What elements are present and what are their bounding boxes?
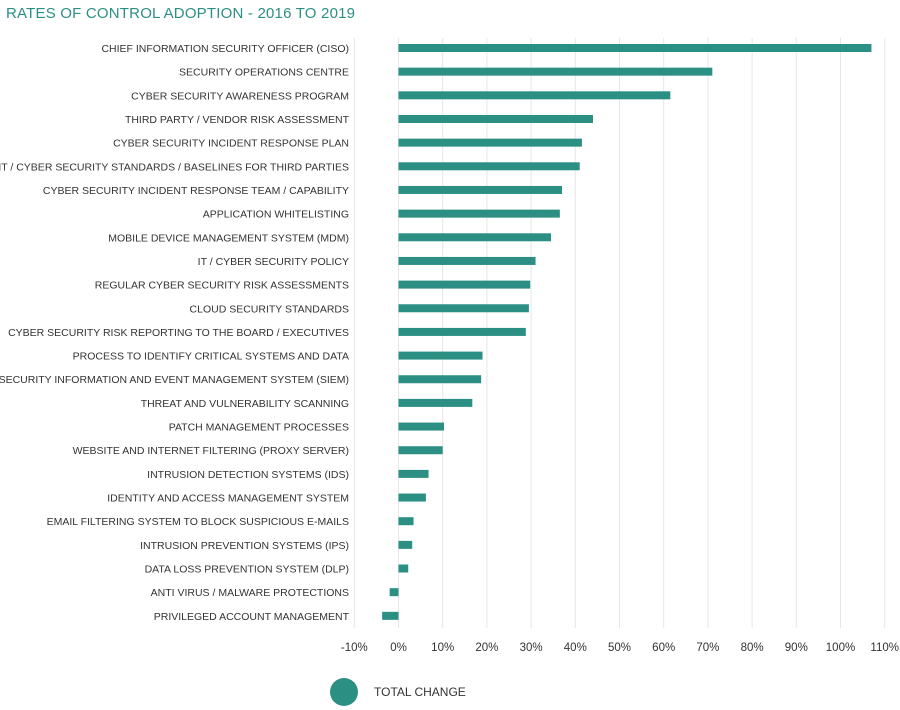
category-label: PATCH MANAGEMENT PROCESSES — [169, 422, 349, 434]
category-label: EMAIL FILTERING SYSTEM TO BLOCK SUSPICIO… — [47, 516, 349, 528]
bar — [398, 327, 526, 336]
bar — [398, 375, 482, 384]
x-tick-label: 10% — [431, 642, 454, 654]
bar — [398, 209, 560, 218]
chart-title: RATES OF CONTROL ADOPTION - 2016 TO 2019 — [6, 5, 356, 22]
bar — [398, 469, 429, 478]
x-tick-label: 70% — [696, 642, 719, 654]
bar — [398, 44, 872, 52]
x-tick-label: 0% — [390, 642, 407, 654]
category-label: CYBER SECURITY INCIDENT RESPONSE TEAM / … — [43, 185, 349, 197]
legend-label: TOTAL CHANGE — [374, 685, 466, 699]
bar — [398, 91, 671, 100]
bar — [398, 493, 426, 502]
x-tick-label: 30% — [520, 642, 543, 654]
category-label: CYBER SECURITY AWARENESS PROGRAM — [131, 90, 349, 102]
category-label: MOBILE DEVICE MANAGEMENT SYSTEM (MDM) — [108, 232, 349, 244]
bar — [398, 162, 580, 171]
x-tick-label: 50% — [608, 642, 631, 654]
category-label: INTRUSION PREVENTION SYSTEMS (IPS) — [140, 540, 349, 552]
bar — [398, 280, 531, 289]
bar — [398, 256, 536, 265]
category-label: CLOUD SECURITY STANDARDS — [190, 303, 349, 315]
category-label: SECURITY OPERATIONS CENTRE — [179, 67, 349, 79]
category-label: CYBER SECURITY INCIDENT RESPONSE PLAN — [113, 138, 349, 150]
category-label: PRIVILEGED ACCOUNT MANAGEMENT — [154, 611, 350, 623]
x-tick-label: 110% — [870, 642, 899, 654]
category-label: CHIEF INFORMATION SECURITY OFFICER (CISO… — [101, 43, 349, 55]
x-tick-label: -10% — [341, 642, 368, 654]
bar — [398, 67, 713, 76]
category-label: PROCESS TO IDENTIFY CRITICAL SYSTEMS AND… — [73, 351, 349, 363]
bar — [398, 304, 529, 313]
category-label: DATA LOSS PREVENTION SYSTEM (DLP) — [145, 564, 349, 576]
category-label: INTRUSION DETECTION SYSTEMS (IDS) — [147, 469, 349, 481]
category-label: APPLICATION WHITELISTING — [203, 209, 349, 221]
x-tick-label: 60% — [652, 642, 675, 654]
bar — [398, 517, 414, 526]
x-tick-label: 80% — [741, 642, 764, 654]
x-tick-label: 40% — [564, 642, 587, 654]
bar — [398, 138, 582, 147]
bar — [398, 398, 473, 407]
bar — [398, 351, 483, 360]
bar — [398, 114, 593, 123]
x-tick-label: 100% — [826, 642, 855, 654]
x-axis-tick-labels: -10% 0% 10% 20% 30% 40% 50% 60% 70% 80% 90% 100% 110… — [341, 642, 899, 654]
bar — [398, 233, 551, 242]
bar — [389, 588, 399, 597]
category-label: WEBSITE AND INTERNET FILTERING (PROXY SE… — [73, 445, 349, 457]
bars — [382, 44, 872, 620]
bar — [398, 422, 445, 431]
category-label: REGULAR CYBER SECURITY RISK ASSESSMENTS — [95, 280, 349, 292]
bar — [398, 564, 409, 573]
bar — [398, 185, 563, 194]
legend-swatch — [330, 678, 358, 706]
category-label: IDENTITY AND ACCESS MANAGEMENT SYSTEM — [107, 493, 349, 505]
category-label: ANTI VIRUS / MALWARE PROTECTIONS — [151, 587, 349, 599]
category-label: IT / CYBER SECURITY STANDARDS / BASELINE… — [0, 161, 349, 173]
x-tick-label: 90% — [785, 642, 808, 654]
category-label: SECURITY INFORMATION AND EVENT MANAGEMEN… — [0, 374, 349, 386]
bar — [398, 446, 443, 455]
category-label: IT / CYBER SECURITY POLICY — [198, 256, 349, 268]
bar — [382, 611, 399, 620]
legend: TOTAL CHANGE — [330, 677, 466, 707]
x-tick-label: 20% — [475, 642, 498, 654]
category-label: THREAT AND VULNERABILITY SCANNING — [141, 398, 349, 410]
bar — [398, 540, 413, 549]
category-label: THIRD PARTY / VENDOR RISK ASSESSMENT — [125, 114, 350, 126]
category-labels: CHIEF INFORMATION SECURITY OFFICER (CISO… — [0, 43, 350, 623]
category-label: CYBER SECURITY RISK REPORTING TO THE BOA… — [8, 327, 349, 339]
